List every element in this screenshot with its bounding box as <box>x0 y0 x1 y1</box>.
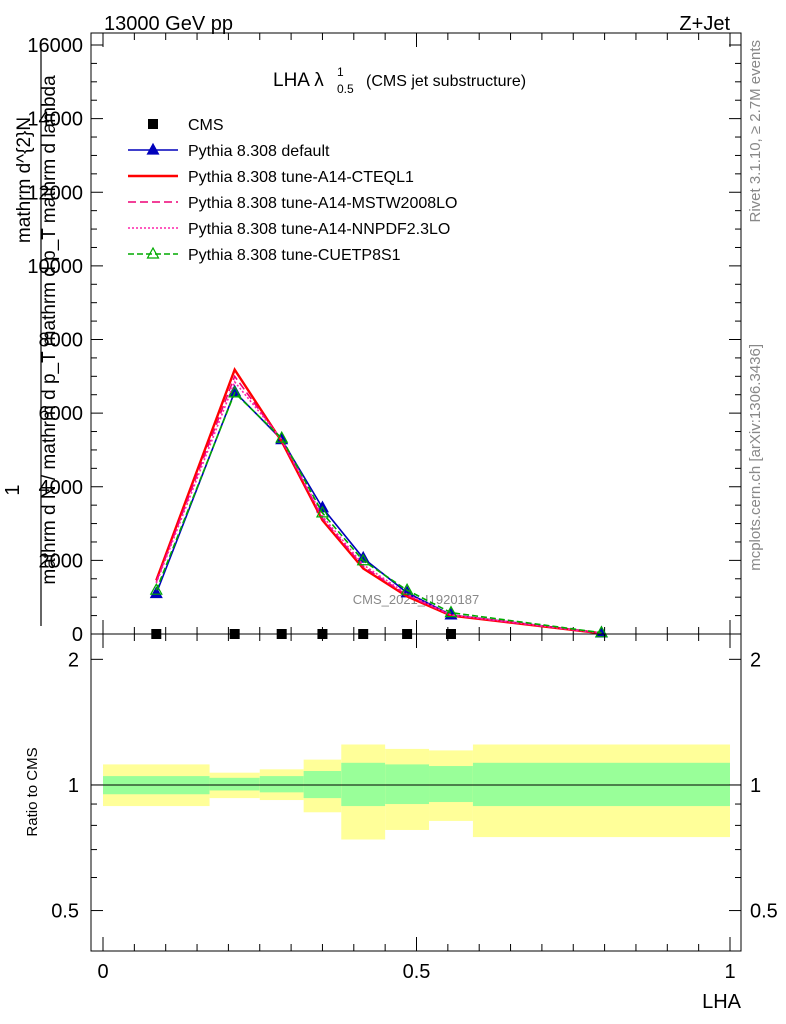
series-marker-5 <box>275 430 289 443</box>
series-marker-5 <box>356 553 370 566</box>
header-right: Z+Jet <box>679 13 730 35</box>
series-marker-5 <box>315 505 329 518</box>
ratio-tick-label: 1 <box>68 775 79 797</box>
x-tick-label: 0 <box>97 961 108 983</box>
x-tick-label: 0.5 <box>403 961 431 983</box>
ratio-band-inner <box>341 762 386 807</box>
series-marker-5 <box>444 605 458 618</box>
ratio-y-label: Ratio to CMS <box>24 747 41 836</box>
series-marker-5 <box>228 385 242 398</box>
legend-marker-5 <box>146 246 160 259</box>
title-main: LHA λ <box>273 70 324 91</box>
ratio-x-axis: 0 0.5 1 <box>97 634 736 983</box>
ratio-band-inner <box>472 762 730 807</box>
title-sup: 1 <box>337 65 344 79</box>
ratio-band-inner <box>259 776 304 793</box>
legend-label-1: Pythia 8.308 default <box>188 143 330 160</box>
legend-label-4: Pythia 8.308 tune-A14-NNPDF2.3LO <box>188 221 450 238</box>
series-marker-5 <box>400 582 414 595</box>
ratio-tick-label: 2 <box>68 649 79 671</box>
y-tick-label: 0 <box>72 624 83 646</box>
chart-title: LHA λ 1 0.5 (CMS jet substructure) <box>273 65 526 96</box>
ratio-tick-label-right: 2 <box>750 649 761 671</box>
legend-marker-1 <box>146 142 160 155</box>
y-tick-label: 16000 <box>27 35 83 57</box>
ratio-y-axis: 0.5 0.5 1 1 2 2 <box>51 649 778 922</box>
legend-marker-cms <box>148 119 158 129</box>
series-marker-1 <box>149 586 163 599</box>
y-label-prefix: 1 <box>2 484 24 495</box>
side-label-top: Rivet 3.1.10, ≥ 2.7M events <box>747 40 764 223</box>
y-tick-label: 4000 <box>39 477 84 499</box>
series-line-4 <box>155 380 602 634</box>
series-line-3 <box>155 374 602 635</box>
ratio-tick-label: 0.5 <box>51 901 79 923</box>
ratio-band-inner <box>429 766 473 803</box>
side-label-bottom: mcplots.cern.ch [arXiv:1306.3436] <box>747 344 764 571</box>
legend: CMS Pythia 8.308 default Pythia 8.308 tune… <box>128 117 457 264</box>
main-y-label: 1 mathrm d^{2}N mathrm d N / mathrm d p_… <box>2 40 60 626</box>
y-label-denominator: mathrm d N / mathrm d p_T mathrm d p_T m… <box>39 75 60 585</box>
main-series-group <box>149 367 608 638</box>
ratio-bands <box>103 744 730 840</box>
legend-label-5: Pythia 8.308 tune-CUETP8S1 <box>188 247 401 264</box>
x-tick-label: 1 <box>724 961 735 983</box>
ratio-band-inner <box>209 777 260 791</box>
svg-text:LHA λ: LHA λ <box>273 70 324 91</box>
title-suffix: (CMS jet substructure) <box>366 73 526 90</box>
y-tick-label: 8000 <box>39 330 84 352</box>
x-axis-label: LHA <box>702 991 742 1013</box>
ratio-tick-label-right: 0.5 <box>750 901 778 923</box>
legend-label-3: Pythia 8.308 tune-A14-MSTW2008LO <box>188 195 457 212</box>
y-label-numerator: mathrm d^{2}N <box>14 117 35 243</box>
legend-label-2: Pythia 8.308 tune-A14-CTEQL1 <box>188 169 414 186</box>
series-marker-5 <box>594 625 608 638</box>
ratio-tick-label-right: 1 <box>750 775 761 797</box>
series-marker-5 <box>149 582 163 595</box>
y-tick-label: 6000 <box>39 403 84 425</box>
title-sub: 0.5 <box>337 82 354 96</box>
y-tick-label: 2000 <box>39 550 84 572</box>
ratio-band-inner <box>385 764 430 805</box>
ratio-plot: 0.5 0.51 12 2 0 0.5 1 Ratio to CMS LHA <box>24 633 778 1013</box>
header-left: 13000 GeV pp <box>104 13 233 35</box>
legend-label-0: CMS <box>188 117 224 134</box>
